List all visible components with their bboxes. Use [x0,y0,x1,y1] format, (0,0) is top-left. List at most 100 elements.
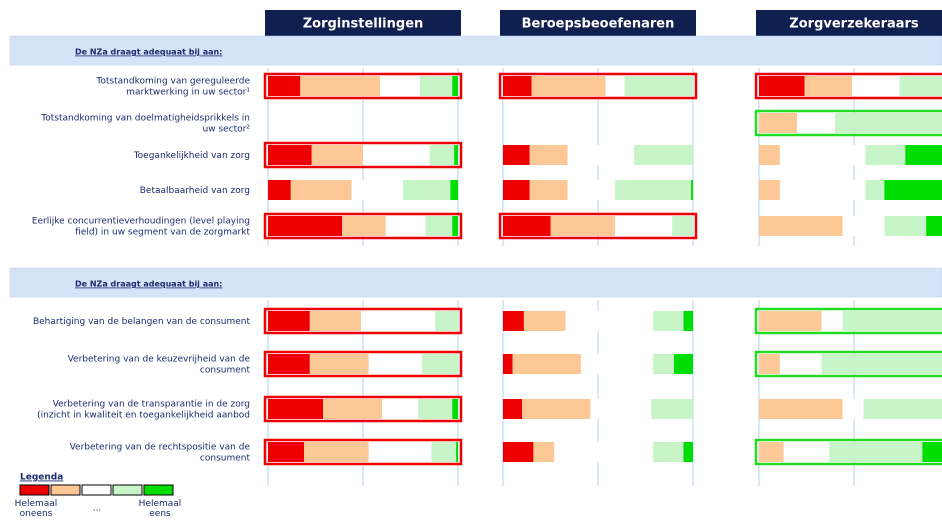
highlight-box [754,438,942,466]
bar-segment [529,180,568,200]
bar-segment [311,145,363,165]
bar-segment [268,442,305,462]
bar-segment [425,216,453,236]
bar-segment [522,399,591,419]
bar-segment [759,113,797,133]
bar-segment [634,145,693,165]
bar-segment [865,145,906,165]
bar-segment [450,180,458,200]
bar-segment [418,399,453,419]
bar-segment [503,354,513,374]
legend-swatch [50,484,81,496]
bar-segment [309,311,362,331]
bar-segment [402,180,451,200]
bar-segment [503,145,530,165]
bar-segment [783,442,830,462]
bar-segment [884,180,942,200]
bar-segment [323,399,382,419]
row-label-line: field) in uw segment van de zorgmarkt [75,227,250,237]
bar-segment [351,180,403,200]
row-label-line: consument [200,453,251,463]
bar-segment [759,216,843,236]
bar-segment [779,180,866,200]
bar-segment [550,216,616,236]
bar-segment [567,180,616,200]
row-label: Toegankelijkheid van zorg [133,151,250,161]
bar-segment [835,113,942,133]
panel-title: Zorgverzekeraars [789,17,919,32]
bar-segment [529,145,568,165]
row-label: Totstandkoming van doelmatigheidsprikkel… [40,113,250,134]
legend-label-line: Helemaal [15,499,58,509]
bar-segment [361,311,436,331]
bar-segment [565,311,654,331]
bar-segment [503,180,530,200]
row-label: Verbetering van de rechtspositie van de c… [70,442,251,463]
legend-label-line: oneens [20,509,53,519]
bar-segment [653,442,684,462]
bar-segment [454,145,458,165]
row-label-line: (inzicht in kwaliteit en toegankelijkhei… [37,410,250,420]
bar-segment [797,113,835,133]
bar-segment [268,399,324,419]
bar-segment [759,311,822,331]
bar-segment [605,76,625,96]
highlight-box [754,307,942,335]
bar-segment [590,399,652,419]
row-label: Eerlijke concurrentieverhoudingen (level… [32,216,251,237]
bar-segment [842,311,942,331]
row-label-line: Toegankelijkheid van zorg [133,151,250,161]
bar-segment [420,76,453,96]
bar-segment [779,354,822,374]
highlight-box [263,141,463,169]
legend-swatch [81,484,112,496]
bar-segment [651,399,693,419]
row-label: Betaalbaarheid van zorg [140,186,250,196]
section-heading: De NZa draagt adequaat bij aan: [75,280,222,289]
bar-segment [865,180,885,200]
bar-segment [382,399,419,419]
bar-segment [342,216,386,236]
bar-segment [884,216,927,236]
bar-segment [531,76,606,96]
legend-swatch [19,484,50,496]
bar-segment [456,442,458,462]
bar-segment [304,442,369,462]
bar-segment [452,399,458,419]
bar-segment [926,216,942,236]
bar-segment [268,76,301,96]
section-band [9,35,942,66]
bar-segment [821,311,843,331]
bar-segment [452,76,458,96]
legend-label-line: Helemaal [139,499,182,509]
bar-segment [683,442,693,462]
bar-segment [759,180,780,200]
row-label: Behartiging van de belangen van de consu… [33,317,251,327]
bar-segment [852,76,900,96]
panel-title: Zorginstellingen [303,17,424,32]
row-label-line: Totstandkoming van gereguleerde [95,76,250,86]
legend-label: Helemaal eens [139,499,182,519]
legend-label: Helemaal oneens [15,499,58,519]
highlight-box [754,350,942,378]
row-label-line: Betaalbaarheid van zorg [140,186,250,196]
bar-segment [829,442,923,462]
highlight-box [754,72,942,100]
row-label-line: Verbetering van de rechtspositie van de [70,442,251,452]
bar-segment [759,76,805,96]
highlight-box [498,72,698,100]
bar-segment [368,354,422,374]
row-label-line: consument [200,365,251,375]
bar-segment [533,442,555,462]
bar-segment [653,354,674,374]
bar-segment [429,145,455,165]
panel-title: Beroepsbeoefenaren [522,17,675,32]
panel-header [756,10,942,36]
bar-segment [567,145,635,165]
bar-segment [821,354,942,374]
highlight-box [263,350,463,378]
legend-swatch [143,484,174,496]
bar-segment [290,180,352,200]
bar-segment [842,216,885,236]
bar-segment [503,76,532,96]
